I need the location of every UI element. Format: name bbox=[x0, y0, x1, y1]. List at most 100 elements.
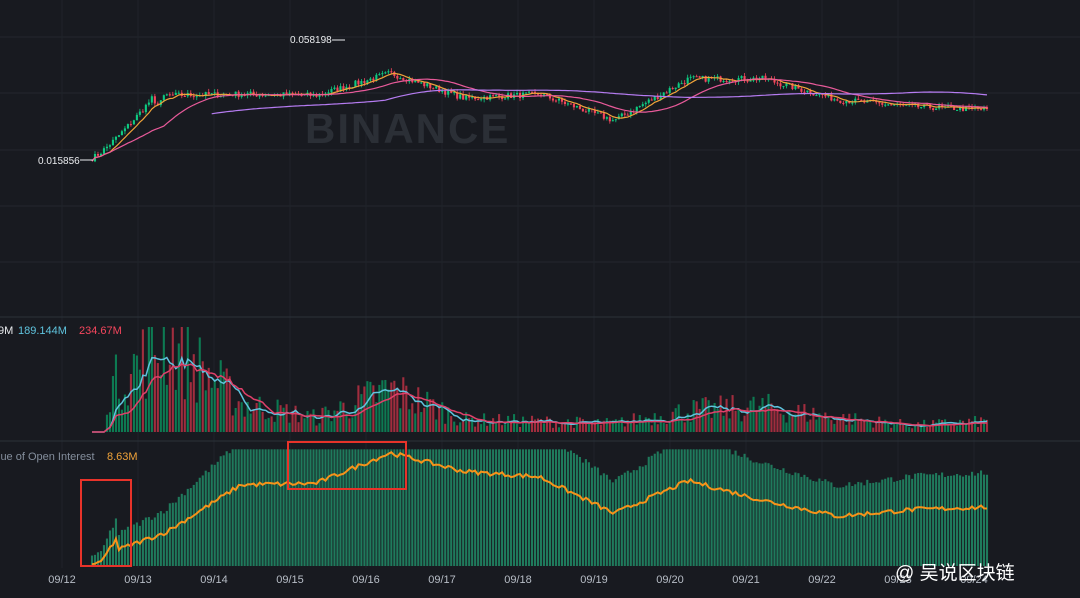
oi-bar bbox=[432, 449, 435, 566]
date-axis-label: 09/12 bbox=[48, 574, 76, 586]
candle-body bbox=[979, 108, 983, 110]
volume-bar bbox=[773, 409, 776, 432]
oi-bar bbox=[704, 449, 707, 566]
oi-bar bbox=[929, 474, 932, 566]
volume-bar bbox=[471, 417, 474, 432]
candle-body bbox=[381, 73, 384, 75]
candle-body bbox=[851, 102, 854, 104]
candle-body bbox=[962, 106, 965, 111]
oi-bar bbox=[695, 449, 698, 566]
oi-bar bbox=[803, 474, 806, 566]
volume-bar bbox=[620, 417, 623, 432]
candle-body bbox=[240, 94, 243, 97]
volume-bar bbox=[111, 376, 115, 432]
volume-bar bbox=[114, 354, 117, 432]
oi-bar bbox=[159, 511, 162, 566]
candle-body bbox=[126, 124, 129, 129]
date-axis-label: 09/19 bbox=[580, 574, 608, 586]
candle-body bbox=[743, 76, 746, 81]
candle-body bbox=[456, 92, 459, 99]
candle-body bbox=[342, 86, 345, 90]
candle-body bbox=[668, 88, 671, 93]
oi-bar bbox=[641, 466, 644, 566]
volume-bar bbox=[896, 423, 899, 432]
volume-bar bbox=[336, 410, 339, 432]
oi-bar bbox=[426, 449, 429, 566]
date-axis-label: 09/13 bbox=[124, 574, 152, 586]
volume-bar bbox=[692, 400, 695, 432]
candle-body bbox=[671, 88, 674, 90]
oi-bar bbox=[674, 449, 677, 566]
oi-bar bbox=[198, 477, 201, 566]
oi-bar bbox=[842, 487, 845, 566]
volume-bar bbox=[734, 410, 737, 432]
oi-bar bbox=[668, 449, 671, 566]
volume-bar bbox=[653, 413, 656, 432]
candle-body bbox=[366, 80, 369, 84]
candle-body bbox=[234, 91, 237, 97]
volume-bar bbox=[982, 419, 986, 432]
volume-bar bbox=[722, 415, 725, 432]
candle-body bbox=[608, 117, 611, 122]
candle-body bbox=[935, 108, 938, 111]
candle-body bbox=[545, 94, 549, 96]
candle-body bbox=[716, 76, 719, 78]
volume-bar bbox=[483, 413, 486, 432]
candle-body bbox=[566, 103, 569, 105]
oi-bar bbox=[794, 472, 797, 566]
oi-bar bbox=[375, 449, 378, 566]
candle-body bbox=[599, 112, 602, 114]
volume-bar bbox=[560, 422, 564, 432]
oi-bar bbox=[692, 449, 695, 566]
volume-bar bbox=[791, 414, 794, 432]
oi-bar bbox=[566, 451, 569, 566]
volume-bar bbox=[869, 419, 872, 432]
volume-bar bbox=[979, 417, 983, 432]
oi-bar bbox=[881, 479, 884, 566]
candle-body bbox=[330, 88, 333, 93]
candle-body bbox=[572, 103, 575, 108]
volume-bar bbox=[243, 416, 246, 432]
candle-body bbox=[689, 76, 692, 78]
volume-bar bbox=[719, 395, 722, 432]
oi-bar bbox=[782, 468, 785, 566]
candle-body bbox=[168, 94, 171, 96]
oi-bar bbox=[632, 470, 635, 566]
volume-bar bbox=[647, 418, 650, 432]
volume-bar bbox=[237, 401, 240, 432]
highlight-box-2 bbox=[287, 441, 407, 490]
candle-body bbox=[893, 104, 896, 106]
volume-bar bbox=[608, 420, 611, 432]
volume-bar bbox=[677, 404, 680, 432]
oi-bar bbox=[659, 453, 662, 566]
candle-body bbox=[605, 117, 608, 119]
oi-bar bbox=[195, 481, 198, 566]
volume-bar bbox=[225, 368, 228, 432]
volume-bar bbox=[956, 425, 959, 432]
candle-body bbox=[932, 108, 935, 111]
volume-bar bbox=[447, 407, 450, 432]
candle-body bbox=[794, 85, 797, 90]
volume-bar bbox=[908, 427, 911, 432]
volume-bar bbox=[605, 418, 608, 432]
oi-bar bbox=[135, 522, 138, 566]
date-axis-label: 09/17 bbox=[428, 574, 456, 586]
volume-bar bbox=[800, 411, 803, 432]
oi-bar bbox=[429, 449, 432, 566]
volume-legend-2: 234.67M bbox=[79, 325, 122, 337]
volume-bar bbox=[324, 406, 327, 432]
candle-body bbox=[471, 96, 474, 98]
volume-bar bbox=[626, 420, 629, 432]
candle-body bbox=[848, 101, 851, 104]
oi-bar bbox=[869, 483, 872, 566]
oi-bar bbox=[521, 449, 525, 566]
oi-bar bbox=[381, 449, 384, 566]
date-axis-label: 09/23 bbox=[884, 574, 912, 586]
volume-bar bbox=[345, 413, 348, 432]
volume-bar bbox=[279, 405, 282, 432]
oi-bar bbox=[132, 524, 135, 566]
candle-body bbox=[399, 78, 402, 80]
oi-value: 8.63M bbox=[107, 451, 138, 463]
volume-bar bbox=[866, 421, 869, 432]
oi-line bbox=[91, 450, 988, 566]
